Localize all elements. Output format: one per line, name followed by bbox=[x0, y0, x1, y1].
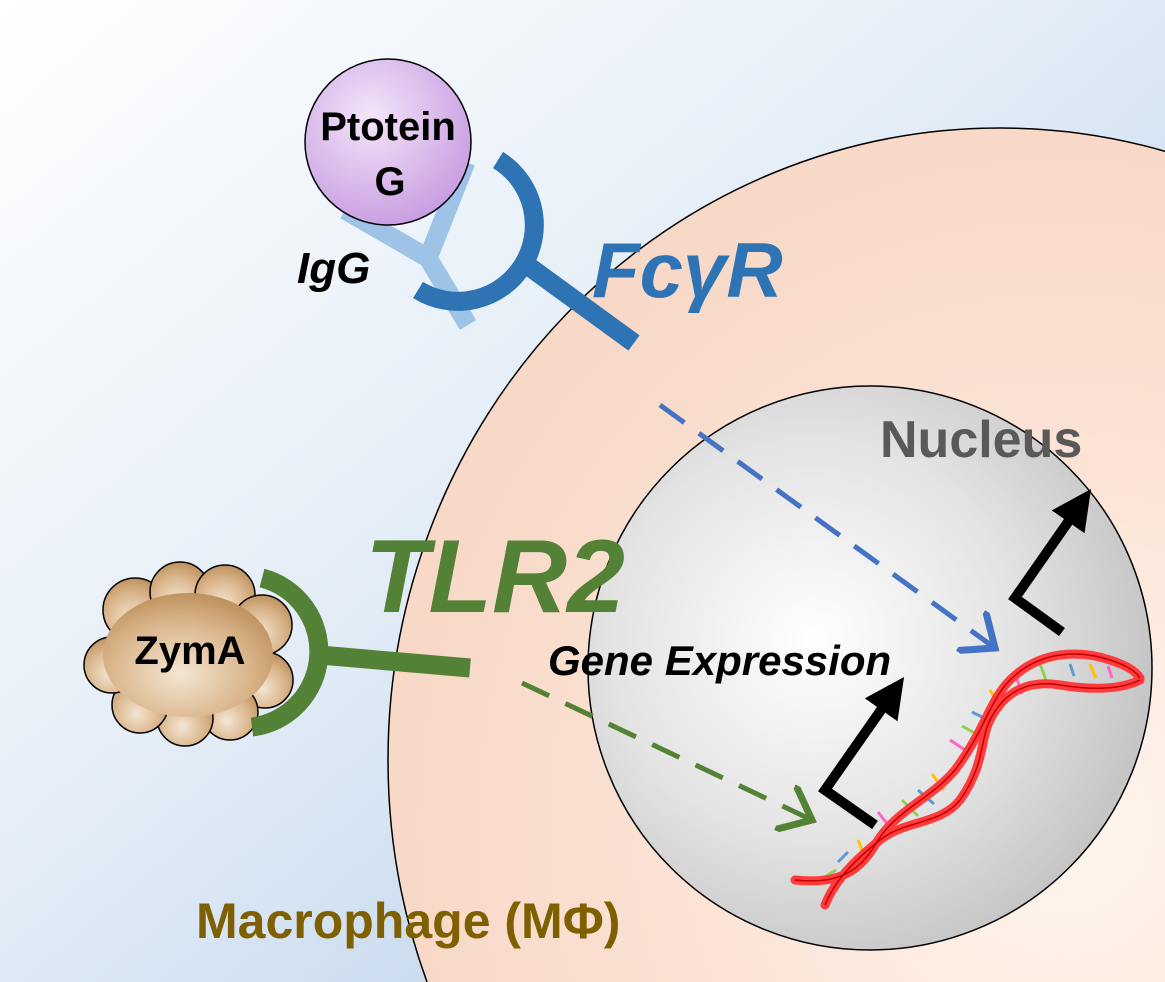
protein-g-particle bbox=[304, 58, 472, 226]
tlr2-label: TLR2 bbox=[365, 519, 625, 635]
fcgr-label: FcγR bbox=[592, 226, 783, 314]
protein-g-label-line2: G bbox=[374, 160, 405, 204]
fcgr-signal-arrow bbox=[658, 402, 995, 648]
macrophage-label: Macrophage (MΦ) bbox=[196, 893, 620, 949]
nucleus-label: Nucleus bbox=[880, 411, 1082, 469]
transcription-arrow-icon-lower bbox=[818, 677, 905, 830]
transcription-arrow-icon-upper bbox=[1008, 489, 1092, 637]
protein-g-label-line1: Ptotein bbox=[320, 105, 456, 149]
nucleus bbox=[587, 385, 1153, 951]
fcgr-receptor-icon bbox=[413, 151, 640, 351]
zyma-particle bbox=[83, 561, 294, 747]
igg-label: IgG bbox=[297, 244, 370, 293]
tlr2-signal-arrow bbox=[520, 680, 812, 820]
gene-expression-label: Gene Expression bbox=[548, 637, 891, 684]
tlr2-receptor-icon bbox=[250, 568, 471, 737]
zyma-label: ZymA bbox=[134, 629, 245, 673]
dna-helix-icon bbox=[790, 649, 1145, 910]
